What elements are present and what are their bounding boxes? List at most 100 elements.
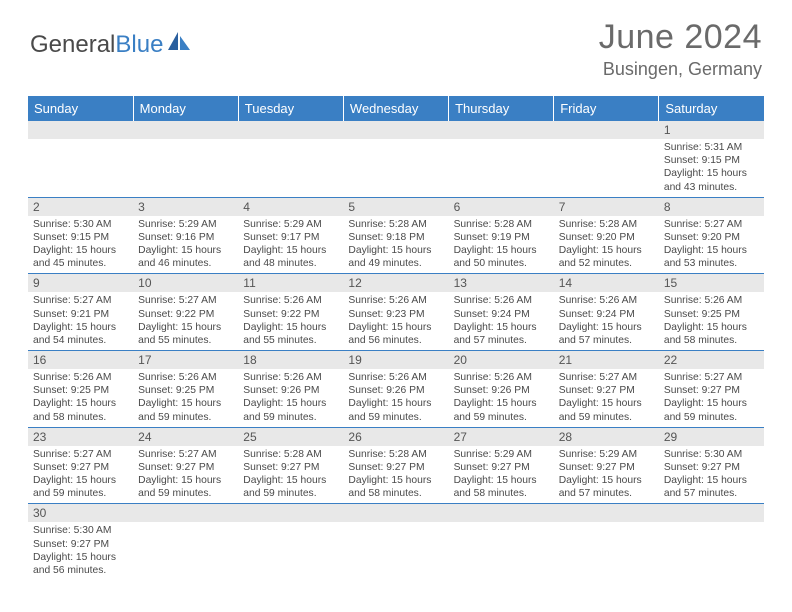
calendar-day-cell: 5Sunrise: 5:28 AMSunset: 9:18 PMDaylight…: [343, 197, 448, 274]
day-details: Sunrise: 5:27 AMSunset: 9:22 PMDaylight:…: [133, 292, 238, 350]
sunrise-text: Sunrise: 5:27 AM: [138, 448, 233, 461]
daylight-text: Daylight: 15 hours and 57 minutes.: [454, 321, 549, 347]
calendar-day-cell: [238, 121, 343, 197]
day-number: 30: [28, 504, 133, 522]
day-number: 29: [659, 428, 764, 446]
sunset-text: Sunset: 9:21 PM: [33, 308, 128, 321]
sunset-text: Sunset: 9:24 PM: [454, 308, 549, 321]
calendar-day-cell: 25Sunrise: 5:28 AMSunset: 9:27 PMDayligh…: [238, 427, 343, 504]
day-number: [343, 504, 448, 522]
daylight-text: Daylight: 15 hours and 59 minutes.: [348, 397, 443, 423]
day-number: [133, 504, 238, 522]
calendar-day-cell: [28, 121, 133, 197]
sunrise-text: Sunrise: 5:29 AM: [454, 448, 549, 461]
daylight-text: Daylight: 15 hours and 45 minutes.: [33, 244, 128, 270]
sunset-text: Sunset: 9:15 PM: [664, 154, 759, 167]
day-number: [659, 504, 764, 522]
daylight-text: Daylight: 15 hours and 48 minutes.: [243, 244, 338, 270]
calendar-day-cell: 21Sunrise: 5:27 AMSunset: 9:27 PMDayligh…: [554, 351, 659, 428]
calendar-day-cell: 22Sunrise: 5:27 AMSunset: 9:27 PMDayligh…: [659, 351, 764, 428]
sunset-text: Sunset: 9:23 PM: [348, 308, 443, 321]
sunset-text: Sunset: 9:17 PM: [243, 231, 338, 244]
calendar-day-cell: 10Sunrise: 5:27 AMSunset: 9:22 PMDayligh…: [133, 274, 238, 351]
day-details: Sunrise: 5:28 AMSunset: 9:18 PMDaylight:…: [343, 216, 448, 274]
day-details: Sunrise: 5:26 AMSunset: 9:22 PMDaylight:…: [238, 292, 343, 350]
sunrise-text: Sunrise: 5:30 AM: [33, 524, 128, 537]
day-details: Sunrise: 5:29 AMSunset: 9:27 PMDaylight:…: [554, 446, 659, 504]
sunset-text: Sunset: 9:27 PM: [454, 461, 549, 474]
day-number: 5: [343, 198, 448, 216]
calendar-day-cell: 20Sunrise: 5:26 AMSunset: 9:26 PMDayligh…: [449, 351, 554, 428]
sunset-text: Sunset: 9:27 PM: [664, 384, 759, 397]
month-title: June 2024: [599, 18, 762, 57]
calendar-day-cell: 8Sunrise: 5:27 AMSunset: 9:20 PMDaylight…: [659, 197, 764, 274]
sunrise-text: Sunrise: 5:28 AM: [559, 218, 654, 231]
day-number: 7: [554, 198, 659, 216]
daylight-text: Daylight: 15 hours and 58 minutes.: [348, 474, 443, 500]
sunrise-text: Sunrise: 5:29 AM: [138, 218, 233, 231]
day-number: [554, 504, 659, 522]
sunset-text: Sunset: 9:25 PM: [664, 308, 759, 321]
header: GeneralBlue June 2024 Busingen, Germany: [0, 0, 792, 90]
sunset-text: Sunset: 9:20 PM: [664, 231, 759, 244]
day-details: Sunrise: 5:27 AMSunset: 9:27 PMDaylight:…: [554, 369, 659, 427]
sunset-text: Sunset: 9:27 PM: [559, 461, 654, 474]
calendar-day-cell: 4Sunrise: 5:29 AMSunset: 9:17 PMDaylight…: [238, 197, 343, 274]
daylight-text: Daylight: 15 hours and 46 minutes.: [138, 244, 233, 270]
daylight-text: Daylight: 15 hours and 59 minutes.: [33, 474, 128, 500]
daylight-text: Daylight: 15 hours and 57 minutes.: [664, 474, 759, 500]
day-details: Sunrise: 5:28 AMSunset: 9:19 PMDaylight:…: [449, 216, 554, 274]
sunrise-text: Sunrise: 5:30 AM: [33, 218, 128, 231]
calendar-day-cell: 27Sunrise: 5:29 AMSunset: 9:27 PMDayligh…: [449, 427, 554, 504]
sunrise-text: Sunrise: 5:28 AM: [243, 448, 338, 461]
title-block: June 2024 Busingen, Germany: [599, 18, 762, 80]
day-number: 10: [133, 274, 238, 292]
day-number: [449, 504, 554, 522]
day-number: 19: [343, 351, 448, 369]
day-details: Sunrise: 5:28 AMSunset: 9:27 PMDaylight:…: [343, 446, 448, 504]
sunset-text: Sunset: 9:27 PM: [243, 461, 338, 474]
daylight-text: Daylight: 15 hours and 55 minutes.: [138, 321, 233, 347]
sunrise-text: Sunrise: 5:27 AM: [664, 371, 759, 384]
day-number: 1: [659, 121, 764, 139]
calendar-day-cell: [343, 121, 448, 197]
day-number: [343, 121, 448, 139]
daylight-text: Daylight: 15 hours and 57 minutes.: [559, 474, 654, 500]
day-details: Sunrise: 5:31 AMSunset: 9:15 PMDaylight:…: [659, 139, 764, 197]
daylight-text: Daylight: 15 hours and 49 minutes.: [348, 244, 443, 270]
sunset-text: Sunset: 9:22 PM: [138, 308, 233, 321]
day-number: [449, 121, 554, 139]
daylight-text: Daylight: 15 hours and 56 minutes.: [33, 551, 128, 577]
sunrise-text: Sunrise: 5:28 AM: [348, 218, 443, 231]
day-number: [554, 121, 659, 139]
weekday-header: Wednesday: [343, 96, 448, 121]
calendar-week-row: 23Sunrise: 5:27 AMSunset: 9:27 PMDayligh…: [28, 427, 764, 504]
calendar-day-cell: 11Sunrise: 5:26 AMSunset: 9:22 PMDayligh…: [238, 274, 343, 351]
day-details: Sunrise: 5:29 AMSunset: 9:16 PMDaylight:…: [133, 216, 238, 274]
day-details: Sunrise: 5:26 AMSunset: 9:26 PMDaylight:…: [449, 369, 554, 427]
sunrise-text: Sunrise: 5:27 AM: [33, 294, 128, 307]
daylight-text: Daylight: 15 hours and 55 minutes.: [243, 321, 338, 347]
calendar-day-cell: 30Sunrise: 5:30 AMSunset: 9:27 PMDayligh…: [28, 504, 133, 580]
day-details: Sunrise: 5:30 AMSunset: 9:15 PMDaylight:…: [28, 216, 133, 274]
sunset-text: Sunset: 9:27 PM: [348, 461, 443, 474]
day-number: 14: [554, 274, 659, 292]
sunset-text: Sunset: 9:15 PM: [33, 231, 128, 244]
calendar-day-cell: 13Sunrise: 5:26 AMSunset: 9:24 PMDayligh…: [449, 274, 554, 351]
sunrise-text: Sunrise: 5:27 AM: [664, 218, 759, 231]
day-details: Sunrise: 5:28 AMSunset: 9:20 PMDaylight:…: [554, 216, 659, 274]
weekday-header: Thursday: [449, 96, 554, 121]
calendar-day-cell: 26Sunrise: 5:28 AMSunset: 9:27 PMDayligh…: [343, 427, 448, 504]
day-details: Sunrise: 5:29 AMSunset: 9:27 PMDaylight:…: [449, 446, 554, 504]
sunrise-text: Sunrise: 5:30 AM: [664, 448, 759, 461]
calendar-week-row: 9Sunrise: 5:27 AMSunset: 9:21 PMDaylight…: [28, 274, 764, 351]
calendar-day-cell: [238, 504, 343, 580]
calendar-day-cell: 16Sunrise: 5:26 AMSunset: 9:25 PMDayligh…: [28, 351, 133, 428]
calendar-day-cell: [659, 504, 764, 580]
day-number: 23: [28, 428, 133, 446]
daylight-text: Daylight: 15 hours and 58 minutes.: [33, 397, 128, 423]
day-number: 27: [449, 428, 554, 446]
sunrise-text: Sunrise: 5:26 AM: [559, 294, 654, 307]
calendar-day-cell: 18Sunrise: 5:26 AMSunset: 9:26 PMDayligh…: [238, 351, 343, 428]
sunset-text: Sunset: 9:27 PM: [33, 461, 128, 474]
